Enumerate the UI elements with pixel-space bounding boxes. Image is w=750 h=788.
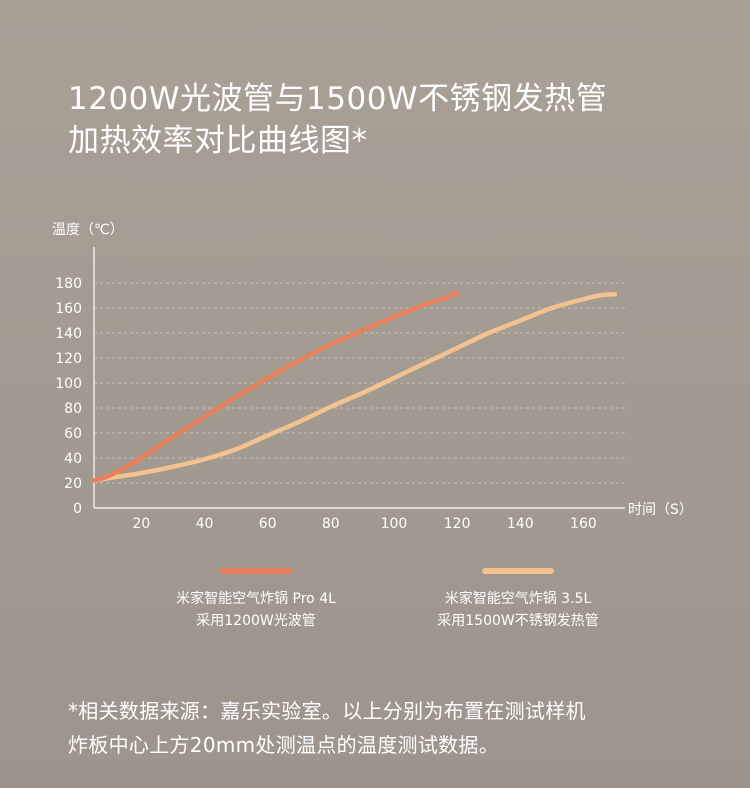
series-lines [91,290,618,483]
footnote-line-2: 炸板中心上方20mm处测温点的温度测试数据。 [68,733,500,757]
y-tick-label: 80 [64,401,82,417]
chart-title: 1200W光波管与1500W不锈钢发热管 加热效率对比曲线图* [68,78,708,162]
x-tick-label: 100 [381,516,408,532]
series-line-pro-4l [91,290,460,483]
x-tick-label: 80 [322,516,340,532]
legend-item-3-5l: 米家智能空气炸锅 3.5L 采用1500W不锈钢发热管 [368,568,668,632]
x-tick-labels: 20 40 60 80 100 120 140 160 [132,516,596,532]
legend-label-3-5l-model: 米家智能空气炸锅 3.5L [444,591,592,607]
y-tick-labels: 0 20 40 60 80 100 120 140 160 180 [55,276,82,517]
legend-item-pro-4l: 米家智能空气炸锅 Pro 4L 采用1200W光波管 [106,568,406,632]
x-tick-label: 120 [444,516,471,532]
y-tick-label: 20 [64,476,82,492]
chart-title-line-2: 加热效率对比曲线图* [68,123,368,159]
x-tick-label: 20 [132,516,150,532]
y-tick-label: 100 [55,376,82,392]
series-line-3-5l [91,292,618,483]
axes [93,247,625,509]
y-tick-label: 0 [73,501,82,517]
y-tick-label: 140 [55,326,82,342]
line-chart: 温度（℃） 时间（S） 0 20 40 60 80 100 120 140 160 180 20 4… [52,222,693,532]
y-tick-label: 120 [55,351,82,367]
footnote-line-1: *相关数据来源：嘉乐实验室。以上分别为布置在测试样机 [68,699,586,723]
x-tick-label: 140 [507,516,534,532]
x-tick-label: 60 [259,516,277,532]
x-axis-label: 时间（S） [628,502,693,518]
x-tick-label: 40 [196,516,214,532]
footnote: *相关数据来源：嘉乐实验室。以上分别为布置在测试样机 炸板中心上方20mm处测温… [68,694,708,762]
legend-swatch-3-5l [482,568,554,574]
y-tick-label: 60 [64,426,82,442]
y-tick-label: 160 [55,301,82,317]
legend-label-pro-4l-heater: 采用1200W光波管 [196,613,316,629]
grid-lines [94,282,625,484]
x-tick-label: 160 [570,516,597,532]
chart-title-line-1: 1200W光波管与1500W不锈钢发热管 [68,81,608,117]
legend-label-pro-4l-model: 米家智能空气炸锅 Pro 4L [176,591,336,607]
legend-swatch-pro-4l [220,568,292,574]
y-tick-label: 40 [64,451,82,467]
y-axis-label: 温度（℃） [52,222,124,238]
y-tick-label: 180 [55,276,82,292]
legend-label-3-5l-heater: 采用1500W不锈钢发热管 [437,613,599,629]
